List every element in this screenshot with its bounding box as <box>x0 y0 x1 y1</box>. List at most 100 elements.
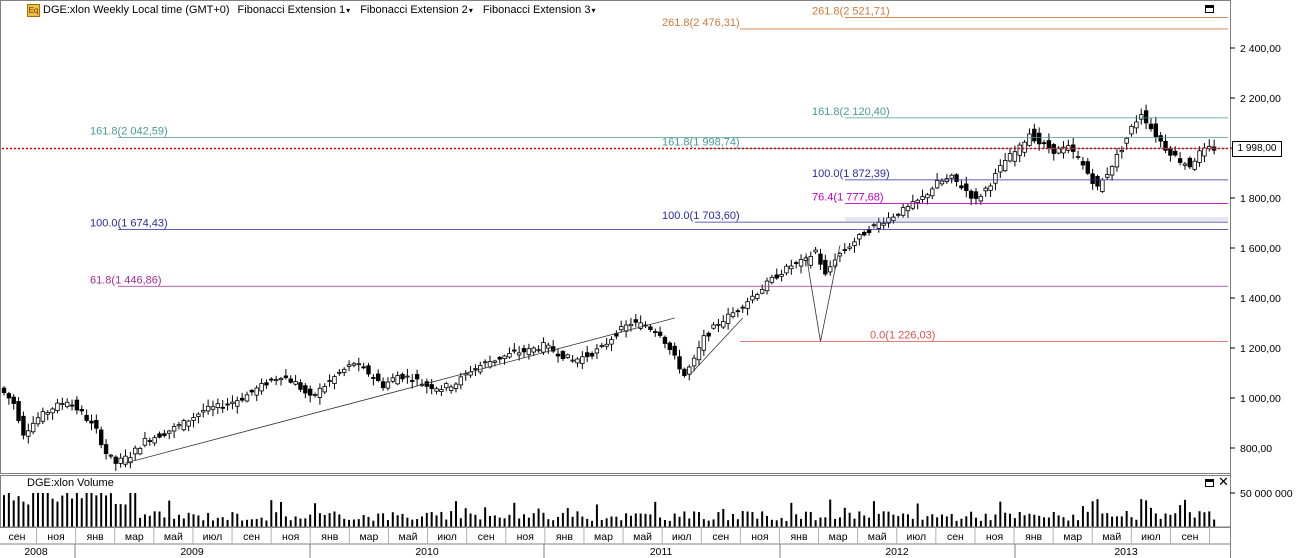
volume-bar <box>109 493 112 527</box>
candle-body <box>60 403 65 406</box>
volume-bar <box>100 493 103 527</box>
candle-body <box>881 222 886 226</box>
y-tick-label: 1 600,00 <box>1240 243 1281 255</box>
month-label: ноя <box>751 531 768 543</box>
candle-body <box>473 368 478 370</box>
candle-body <box>706 332 711 337</box>
volume-bar <box>809 511 812 527</box>
volume-bar <box>377 513 380 527</box>
volume-bar <box>605 518 608 527</box>
volume-bar <box>1038 515 1041 527</box>
volume-bar <box>989 520 992 527</box>
maximize-panel-icon[interactable] <box>1205 5 1214 13</box>
study-fibonacci-extension-1[interactable]: Fibonacci Extension 1▾ <box>238 4 351 16</box>
candle-body <box>939 180 945 185</box>
volume-bar <box>518 518 521 527</box>
volume-bar <box>80 498 83 527</box>
candle-body <box>293 381 298 385</box>
volume-bar <box>216 517 219 527</box>
candle-body <box>735 310 741 313</box>
candle-body <box>361 366 366 369</box>
month-label: май <box>164 531 183 543</box>
candle-body <box>380 381 386 389</box>
candle-body <box>1095 176 1100 187</box>
candle-body <box>269 378 274 381</box>
volume-bar <box>105 495 108 527</box>
candle-body <box>1085 161 1090 174</box>
volume-bar <box>508 514 511 527</box>
month-label: мар <box>594 531 613 543</box>
year-label: 2009 <box>180 546 204 558</box>
volume-bar <box>241 520 244 527</box>
candle-body <box>463 373 468 376</box>
candle-body <box>565 354 570 358</box>
volume-panel-title: DGE:xlon Volume <box>27 477 114 489</box>
candle-body <box>813 249 818 253</box>
candle-body <box>322 386 327 393</box>
month-label: сен <box>712 531 729 543</box>
volume-bar <box>270 500 273 527</box>
dropdown-arrow-icon: ▾ <box>346 6 351 15</box>
volume-bar <box>649 514 652 527</box>
volume-bar <box>260 517 263 527</box>
volume-maximize-icon[interactable] <box>1205 479 1214 487</box>
volume-bar <box>231 512 234 527</box>
candle-body <box>1153 123 1159 137</box>
volume-bar <box>114 504 117 527</box>
volume-bars <box>3 493 1216 527</box>
candle-body <box>896 213 901 216</box>
volume-bar <box>474 514 477 527</box>
volume-bar <box>168 500 171 527</box>
volume-bar <box>887 511 890 527</box>
candle-body <box>196 413 201 417</box>
volume-close-icon[interactable]: ✕ <box>1218 474 1229 489</box>
fibonacci-level-label: 161.8(2 042,59) <box>90 125 168 137</box>
candle-body <box>1192 160 1197 170</box>
candles <box>1 104 1217 471</box>
dropdown-arrow-icon: ▾ <box>468 6 473 15</box>
volume-bar <box>352 519 355 527</box>
volume-bar <box>129 493 132 527</box>
year-label: 2012 <box>885 546 909 558</box>
volume-bar <box>1004 512 1007 527</box>
volume-bar <box>391 512 394 527</box>
candle-body <box>1173 150 1178 156</box>
candle-body <box>968 190 974 199</box>
candle-body <box>69 404 75 407</box>
candle-body <box>1046 140 1052 149</box>
volume-bar <box>411 519 414 527</box>
volume-bar <box>727 520 730 527</box>
candle-body <box>482 361 488 364</box>
fibonacci-level-label: 0.0(1 226,03) <box>870 329 935 341</box>
candle-body <box>784 265 789 274</box>
volume-bar <box>1145 500 1148 527</box>
volume-bar <box>484 507 487 527</box>
volume-bar <box>921 519 924 527</box>
candle-body <box>1182 163 1188 166</box>
volume-bar <box>800 518 803 527</box>
candle-body <box>1017 144 1022 156</box>
volume-bar <box>552 520 555 527</box>
study-fibonacci-extension-3[interactable]: Fibonacci Extension 3▾ <box>483 4 596 16</box>
volume-bar <box>401 513 404 527</box>
candle-body <box>21 415 26 436</box>
price-panel-frame <box>0 0 1231 474</box>
candle-body <box>1197 150 1202 163</box>
candle-body <box>876 221 881 229</box>
volume-bar <box>620 520 623 527</box>
month-label: сен <box>1182 531 1199 543</box>
study-fibonacci-extension-2[interactable]: Fibonacci Extension 2▾ <box>360 4 473 16</box>
candle-body <box>1002 160 1008 172</box>
candle-body <box>1100 179 1105 192</box>
candle-body <box>628 323 634 327</box>
month-label: май <box>633 531 652 543</box>
volume-bar <box>357 519 360 527</box>
candle-body <box>244 394 250 402</box>
fibonacci-level-label: 100.0(1 872,39) <box>812 168 890 180</box>
volume-bar <box>459 518 462 527</box>
month-label: ноя <box>986 531 1003 543</box>
candle-body <box>502 355 507 359</box>
volume-bar <box>420 516 423 527</box>
year-label: 2010 <box>415 546 439 558</box>
